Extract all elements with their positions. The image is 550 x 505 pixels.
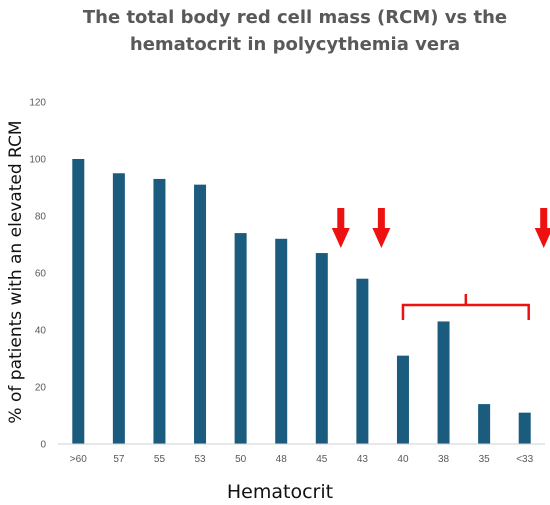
x-axis-ticks: >60 57 55 53 50 48 45 43 40 38 35 <33 bbox=[70, 454, 534, 465]
bar bbox=[153, 178, 166, 444]
bar bbox=[112, 173, 125, 444]
red-arrow-icon bbox=[372, 208, 391, 248]
red-arrow-icon bbox=[331, 208, 350, 248]
x-tick-label: 53 bbox=[194, 454, 206, 465]
bar bbox=[194, 184, 207, 444]
y-tick-label: 20 bbox=[35, 383, 47, 394]
bar bbox=[478, 404, 491, 444]
annotations bbox=[331, 208, 550, 320]
x-tick-label: 35 bbox=[479, 454, 491, 465]
y-tick-label: 60 bbox=[35, 269, 47, 280]
y-tick-label: 80 bbox=[35, 212, 47, 223]
y-axis-label: % of patients with an elevated RCM bbox=[6, 120, 26, 423]
bar bbox=[72, 159, 85, 444]
bars bbox=[72, 159, 531, 444]
x-tick-label: 55 bbox=[154, 454, 166, 465]
bar bbox=[518, 412, 531, 444]
bar bbox=[356, 278, 369, 444]
bar bbox=[315, 253, 328, 444]
y-tick-label: 0 bbox=[40, 440, 46, 451]
y-tick-label: 120 bbox=[29, 98, 46, 109]
x-tick-label: <33 bbox=[516, 454, 533, 465]
y-tick-label: 40 bbox=[35, 326, 47, 337]
x-tick-label: 45 bbox=[316, 454, 328, 465]
x-tick-label: 40 bbox=[397, 454, 409, 465]
x-axis-label: Hematocrit bbox=[227, 481, 333, 503]
bar bbox=[437, 321, 450, 444]
y-tick-label: 100 bbox=[29, 155, 46, 166]
bar bbox=[396, 355, 409, 444]
x-tick-label: 48 bbox=[276, 454, 288, 465]
x-tick-label: 43 bbox=[357, 454, 369, 465]
bar bbox=[275, 238, 288, 444]
bar bbox=[234, 233, 247, 444]
x-tick-label: 38 bbox=[438, 454, 450, 465]
red-bracket bbox=[401, 294, 530, 320]
chart-title: The total body red cell mass (RCM) vs th… bbox=[82, 7, 508, 55]
x-tick-label: >60 bbox=[70, 454, 87, 465]
y-axis-ticks: 0 20 40 60 80 100 120 bbox=[29, 98, 46, 451]
x-tick-label: 50 bbox=[235, 454, 247, 465]
red-arrow-icon bbox=[534, 208, 550, 248]
x-tick-label: 57 bbox=[113, 454, 125, 465]
